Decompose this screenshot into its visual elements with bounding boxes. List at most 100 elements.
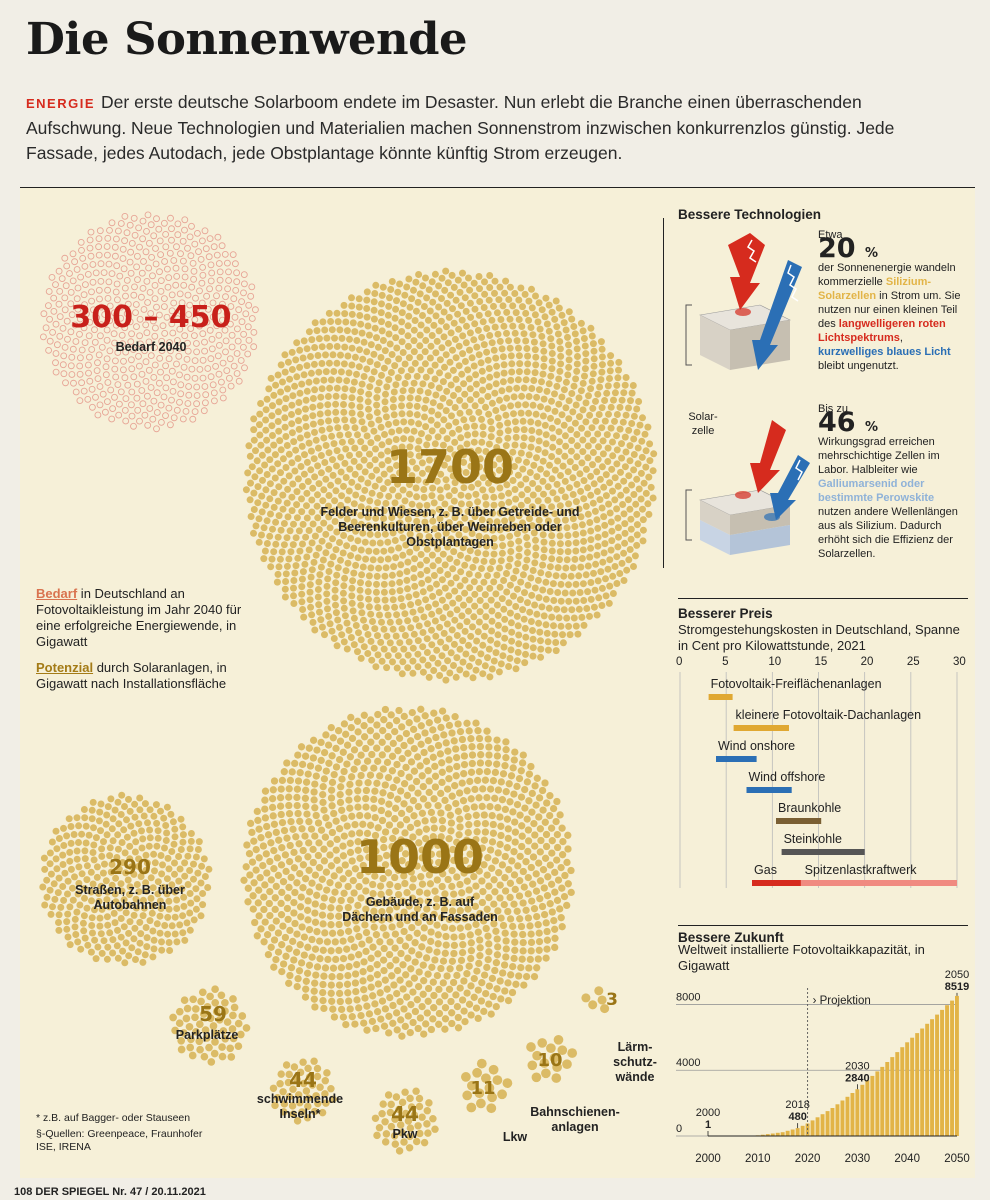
potential-label-floating: schwimmende Inseln* [256,1092,344,1121]
price-bar [708,694,733,700]
future-y-tick: 8000 [676,991,700,1003]
tech-20-t3: , [899,332,903,344]
future-bar [945,1005,950,1136]
potential-dot-clusters [39,211,658,1155]
future-bar [780,1132,785,1136]
demand-value: 300 – 450 [70,300,232,335]
price-tick: 25 [906,656,920,668]
future-subtitle: Weltweit installierte Fotovoltaikkapazit… [678,942,925,973]
price-bar [716,756,757,762]
legend-potential: Potenzial durch Solaranlagen, in Gigawat… [36,660,266,692]
future-bar [895,1052,900,1136]
future-bar [950,1000,955,1136]
svg-text:2050: 2050 [945,969,969,981]
cluster-floating [269,1057,337,1125]
svg-text:8519: 8519 [945,981,969,993]
future-bar [825,1111,830,1136]
future-bar [885,1062,890,1136]
price-tick: 20 [860,656,874,668]
future-bar [810,1120,815,1136]
potential-label-cars: Pkw [392,1127,418,1141]
price-heading: Besserer Preis [678,606,773,621]
potential-value-buildings: 1000 [355,830,485,884]
legend-demand-keyword: Bedarf [36,586,78,601]
potential-value-parking: 59 [199,1002,227,1026]
future-chart: 8000 4000 0 2000 2010 2020 2030 2040 2050 › Proje… [676,969,970,1165]
page-title: Die Sonnenwende [26,14,468,65]
cluster-parking [169,985,251,1066]
price-bar [752,880,801,886]
cluster-rail [526,1034,578,1083]
future-y-tick: 0 [676,1123,682,1135]
price-bar-label: Steinkohle [783,832,842,846]
future-y-tick: 4000 [676,1057,700,1069]
future-bar [955,995,959,1136]
future-bar [920,1028,925,1136]
tech-46-materials: Galliumarsenid oder bestimmte Perowskite [818,478,935,504]
future-bar [795,1128,800,1136]
price-bar-label: Wind onshore [718,739,796,753]
tech-side-rule [663,218,664,568]
legend-potential-text: durch Solaranlagen, in Gigawatt nach Ins… [36,660,227,691]
future-bar [765,1134,770,1136]
cluster-fields [242,267,658,684]
footnote: * z.B. auf Bagger- oder Stauseen [36,1112,191,1124]
cluster-demand [39,211,259,433]
solar-cell-illustration [685,233,810,555]
future-bar [785,1130,790,1136]
svg-text:2030: 2030 [845,1060,869,1072]
potential-value-trucks: 11 [470,1078,496,1099]
potential-label-rail: Bahnschienen-anlagen [530,1105,620,1134]
kicker: ENERGIE [26,96,96,111]
future-bar [875,1071,880,1136]
tech-block-46-value: 46 % [818,409,966,436]
future-bar [865,1080,870,1136]
future-bar [845,1096,850,1136]
price-bar-label: Spitzenlastkraftwerk [804,863,917,877]
future-bar [930,1019,935,1136]
future-bar [850,1093,855,1136]
tech-20-t2: in Strom um. Sie nutzen nur einen kleine… [818,290,961,330]
page-footer: 108 DER SPIEGEL Nr. 47 / 20.11.2021 [14,1186,206,1198]
tech-block-20: Etwa 20 % der Sonnenenergie wandeln komm… [818,228,963,373]
potential-label-fields: Felder und Wiesen, z. B. über Getreide- … [320,505,580,549]
svg-text:2000: 2000 [696,1107,720,1119]
svg-text:480: 480 [788,1111,806,1123]
future-bar [835,1104,840,1136]
future-bar [815,1117,820,1136]
future-rule [678,925,968,926]
tech-block-46-pre: Bis zu [818,403,848,415]
cluster-roads [39,791,213,967]
cluster-noise-walls [581,986,610,1014]
tech-20-blue: kurzwelliges blaues Licht [818,346,951,358]
future-bar [890,1057,895,1136]
tech-block-20-value: 20 % [818,235,963,262]
future-x-tick: 2010 [745,1153,771,1165]
potential-label-trucks: Lkw [502,1130,528,1144]
future-heading: Bessere Zukunft [678,930,784,945]
potential-label-buildings: Gebäude, z. B. auf Dächern und an Fassad… [342,895,498,924]
future-bar [775,1132,780,1136]
demand-label: Bedarf 2040 [115,340,187,354]
tech-20-t1: der Sonnenenergie wandeln kommerzielle [818,262,956,288]
cluster-buildings [240,705,575,1040]
legend-demand: Bedarf in Deutschland an Fotovoltaikleis… [36,586,266,650]
tech-46-unit: % [864,420,879,435]
price-bar [801,880,957,886]
future-bar [855,1089,860,1136]
future-bar [860,1084,865,1136]
future-bar [900,1047,905,1136]
price-subtitle: Stromgestehungskosten in Deutschland, Sp… [678,622,960,653]
price-bar-label: kleinere Fotovoltaik-Dachanlagen [735,708,922,722]
tech-46-number: 46 [818,407,856,438]
tech-20-number: 20 [818,233,856,264]
potential-value-floating: 44 [289,1068,317,1092]
tech-20-unit: % [864,246,879,261]
svg-text:2840: 2840 [845,1072,869,1084]
tech-46-t2: nutzen andere Wellenlängen aus als Siliz… [818,506,958,560]
tech-block-46: Bis zu 46 % Wirkungsgrad erreichen mehrs… [818,402,966,561]
price-bar-label: Gas [754,863,777,877]
